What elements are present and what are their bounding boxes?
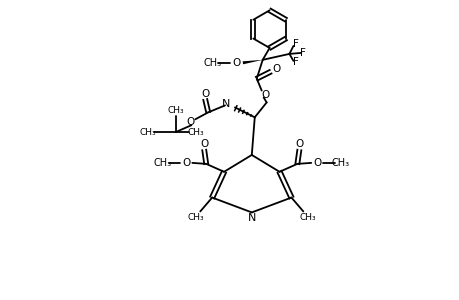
Text: CH₃: CH₃ [203,58,221,68]
Text: CH₃: CH₃ [331,158,349,168]
Text: O: O [200,139,208,149]
Text: O: O [182,158,190,168]
Text: O: O [313,158,321,168]
Text: CH₃: CH₃ [187,213,203,222]
Polygon shape [242,60,262,64]
Text: CH₃: CH₃ [139,128,156,137]
Text: N: N [221,99,230,110]
Text: O: O [186,117,194,127]
Text: F: F [300,48,306,58]
Text: N: N [247,213,255,224]
Text: CH₃: CH₃ [167,106,184,115]
Text: O: O [295,139,303,149]
Text: F: F [293,57,299,67]
Text: CH₃: CH₃ [299,213,316,222]
Text: O: O [261,89,269,100]
Text: O: O [272,64,280,74]
Text: CH₃: CH₃ [153,158,171,168]
Text: F: F [293,39,299,49]
Text: O: O [232,58,241,68]
Text: O: O [201,88,209,98]
Text: CH₃: CH₃ [187,128,203,137]
